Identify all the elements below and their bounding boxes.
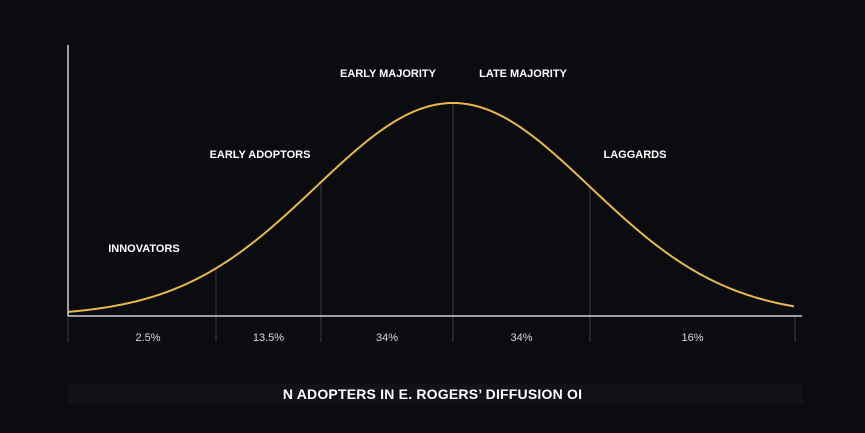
caption-strip — [68, 384, 803, 404]
percent-label: 34% — [376, 332, 398, 344]
percent-labels: 2.5% 13.5% 34% 34% 16% — [135, 332, 703, 344]
segment-label-early-majority: EARLY MAJORITY — [340, 68, 437, 80]
percent-label: 16% — [681, 332, 703, 344]
segment-label-innovators: INNOVATORS — [108, 243, 180, 255]
segment-label-early-adoptors: EARLY ADOPTORS — [210, 149, 311, 161]
segment-label-laggards: LAGGARDS — [604, 149, 667, 161]
percent-label: 13.5% — [253, 332, 284, 344]
segment-labels: INNOVATORS EARLY ADOPTORS EARLY MAJORITY LA… — [108, 68, 666, 255]
percent-label: 2.5% — [135, 332, 160, 344]
chart-title: N ADOPTERS IN E. ROGERS’ DIFFUSION OI — [282, 386, 583, 402]
segment-dividers — [67, 103, 796, 342]
segment-label-late-majority: LATE MAJORITY — [479, 68, 567, 80]
percent-label: 34% — [510, 332, 532, 344]
bell-curve — [67, 102, 795, 313]
